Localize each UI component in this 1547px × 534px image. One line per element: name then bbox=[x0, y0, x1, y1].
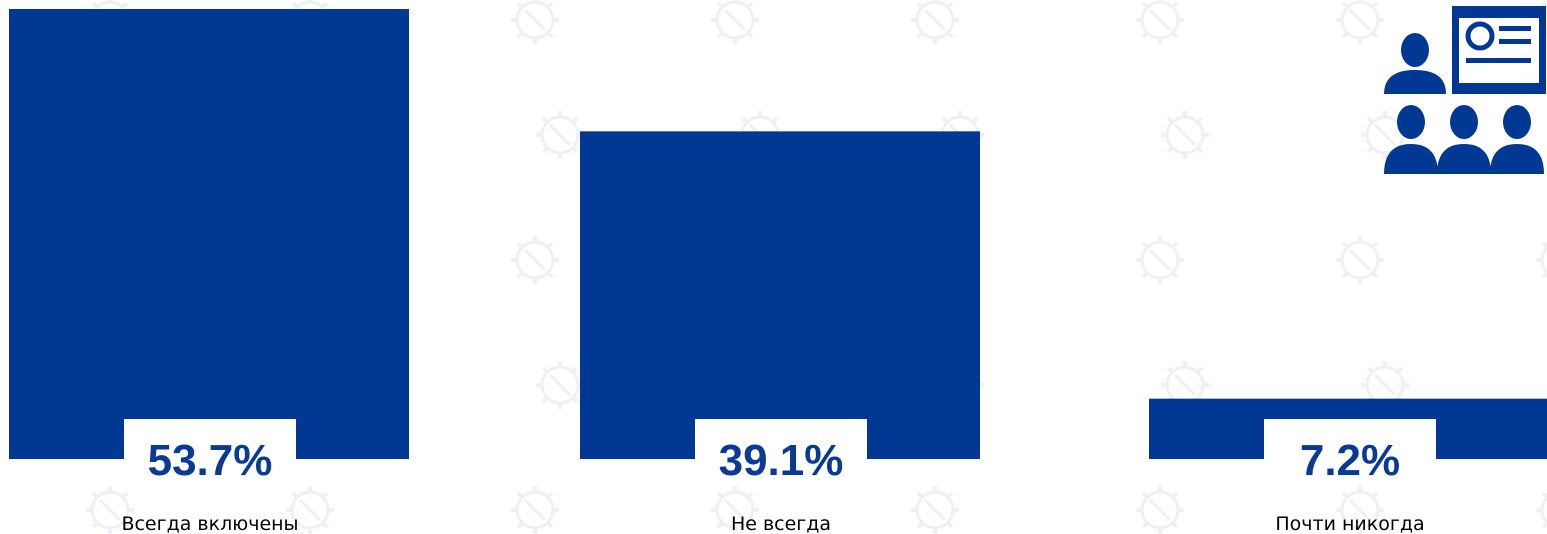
category-label: Всегда включены bbox=[121, 513, 298, 534]
bar bbox=[9, 9, 409, 459]
value-label: 53.7% bbox=[148, 436, 273, 485]
audience-presentation-icon bbox=[1382, 6, 1546, 176]
value-label: 7.2% bbox=[1300, 436, 1400, 485]
value-label: 39.1% bbox=[719, 436, 844, 485]
bar bbox=[580, 131, 980, 459]
category-label: Почти никогда bbox=[1275, 513, 1424, 534]
category-label: Не всегда bbox=[731, 513, 831, 534]
